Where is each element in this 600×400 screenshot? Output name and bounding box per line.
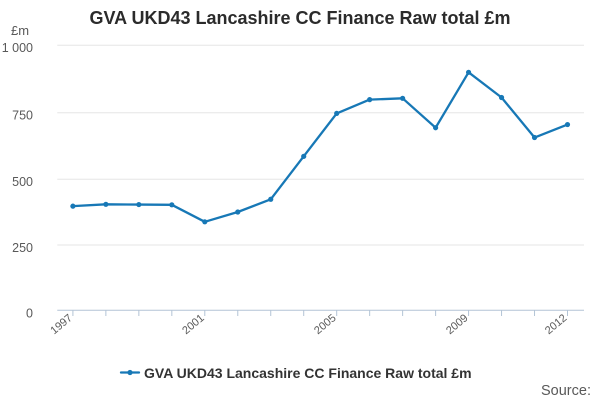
svg-text:2001: 2001 [180, 312, 206, 337]
svg-text:0: 0 [26, 306, 33, 320]
svg-text:£m: £m [11, 23, 29, 38]
svg-text:500: 500 [12, 175, 33, 189]
svg-text:750: 750 [12, 109, 33, 123]
svg-text:1997: 1997 [48, 312, 74, 337]
svg-text:1 000: 1 000 [2, 41, 33, 55]
svg-text:250: 250 [12, 241, 33, 255]
svg-text:2012: 2012 [543, 312, 569, 337]
svg-text:2005: 2005 [312, 312, 338, 337]
svg-text:2009: 2009 [444, 312, 470, 337]
